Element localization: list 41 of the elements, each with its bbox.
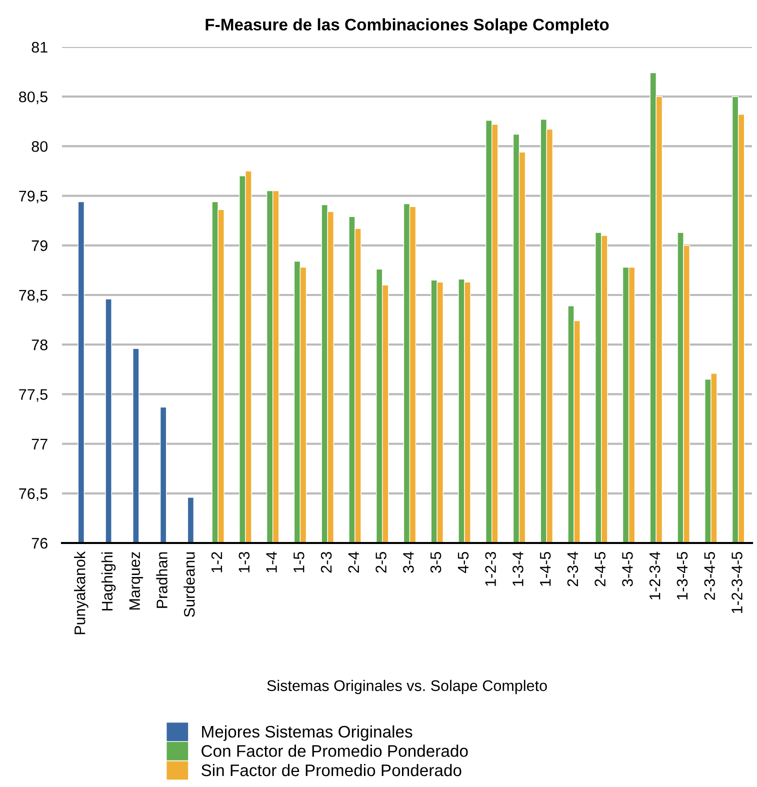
y-tick-label: 76,5 [19,488,48,501]
x-axis-title: Sistemas Originales vs. Solape Completo [267,680,547,694]
x-tick-label: 2-3 [320,552,332,573]
x-tick-label: Punyakanok [74,551,88,634]
x-tick-label: 1-2-3 [485,552,496,586]
y-tick-label: 77,5 [19,389,48,402]
x-tick-label: 4-5 [458,552,469,574]
x-tick-label: 1-3-4 [512,552,524,586]
chart-title: F-Measure de las Combinaciones Solape Completo [206,18,609,34]
y-tick-label: 78 [32,339,48,350]
x-tick-label: 2-3-4 [567,552,578,586]
x-tick-label: 1-3 [238,552,250,572]
x-tick-label: Surdeanu [184,552,195,617]
legend-label: Con Factor de Promedio Ponderado [202,744,468,757]
x-tick-label: 2-4 [348,552,359,573]
x-tick-label: 1-2-3-4 [649,552,660,600]
x-tick-label: Marquez [129,552,144,610]
x-tick-label: 1-5 [294,552,304,572]
x-tick-label: 2-4-5 [594,552,606,586]
y-tick-label: 76 [32,538,48,549]
x-tick-label: 1-4-5 [540,552,551,586]
x-tick-label: 1-2 [211,552,222,572]
y-tick-label: 81 [32,42,48,53]
legend-label: Mejores Sistemas Originales [202,725,412,741]
x-tick-label: Pradhan [156,552,168,608]
y-tick-label: 80 [32,141,48,152]
x-tick-label: 3-5 [430,552,442,573]
y-tick-label: 80,5 [19,91,48,104]
x-tick-label: 2-5 [376,552,386,573]
x-tick-label: Haghighi [101,552,116,610]
y-tick-label: 79 [32,240,48,252]
y-tick-label: 77 [32,438,48,450]
x-tick-label: 2-3-4-5 [704,552,716,600]
x-tick-label: 3-4-5 [622,552,633,586]
legend-label: Sin Factor de Promedio Ponderado [202,764,462,776]
x-tick-label: 1-2-3-4-5 [732,552,742,613]
y-tick-label: 78,5 [19,290,48,302]
y-tick-label: 79,5 [19,190,48,204]
x-tick-label: 1-3-4-5 [676,552,688,600]
x-tick-label: 1-4 [266,552,277,572]
x-tick-label: 3-4 [403,552,414,573]
